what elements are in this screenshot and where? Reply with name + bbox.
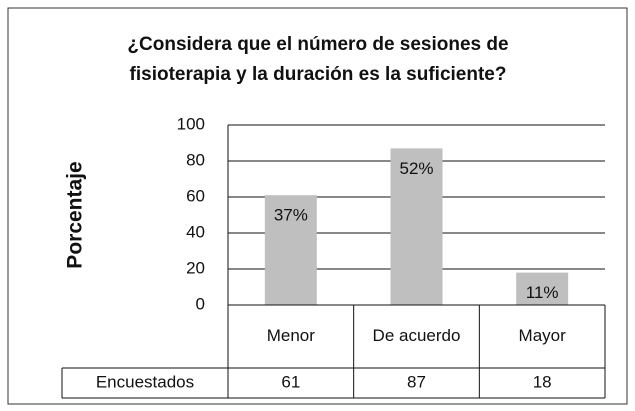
x-tick-label: De acuerdo xyxy=(373,326,461,345)
chart-title: ¿Considera que el número de sesiones de xyxy=(127,34,508,55)
x-tick-label: Mayor xyxy=(519,326,567,345)
data-label: 11% xyxy=(526,283,559,302)
table-row-label: Encuestados xyxy=(96,372,194,391)
y-tick-label: 80 xyxy=(186,150,205,169)
data-label: 52% xyxy=(399,159,433,178)
bar xyxy=(390,148,443,305)
y-tick-label: 20 xyxy=(186,258,205,277)
bar xyxy=(516,272,569,305)
chart-title: fisioterapia y la duración es la suficie… xyxy=(130,64,507,85)
chart-border xyxy=(7,7,628,405)
y-axis-label: Porcentaje xyxy=(64,161,87,268)
data-label: 37% xyxy=(274,206,308,225)
y-tick-label: 0 xyxy=(196,294,205,313)
x-tick-label: Menor xyxy=(267,326,316,345)
y-tick-label: 60 xyxy=(186,186,205,205)
table-cell: 18 xyxy=(533,372,552,391)
y-tick-label: 100 xyxy=(177,114,205,133)
bar xyxy=(264,195,317,305)
table-cell: 61 xyxy=(281,372,300,391)
table-cell: 87 xyxy=(407,372,426,391)
y-tick-label: 40 xyxy=(186,222,205,241)
